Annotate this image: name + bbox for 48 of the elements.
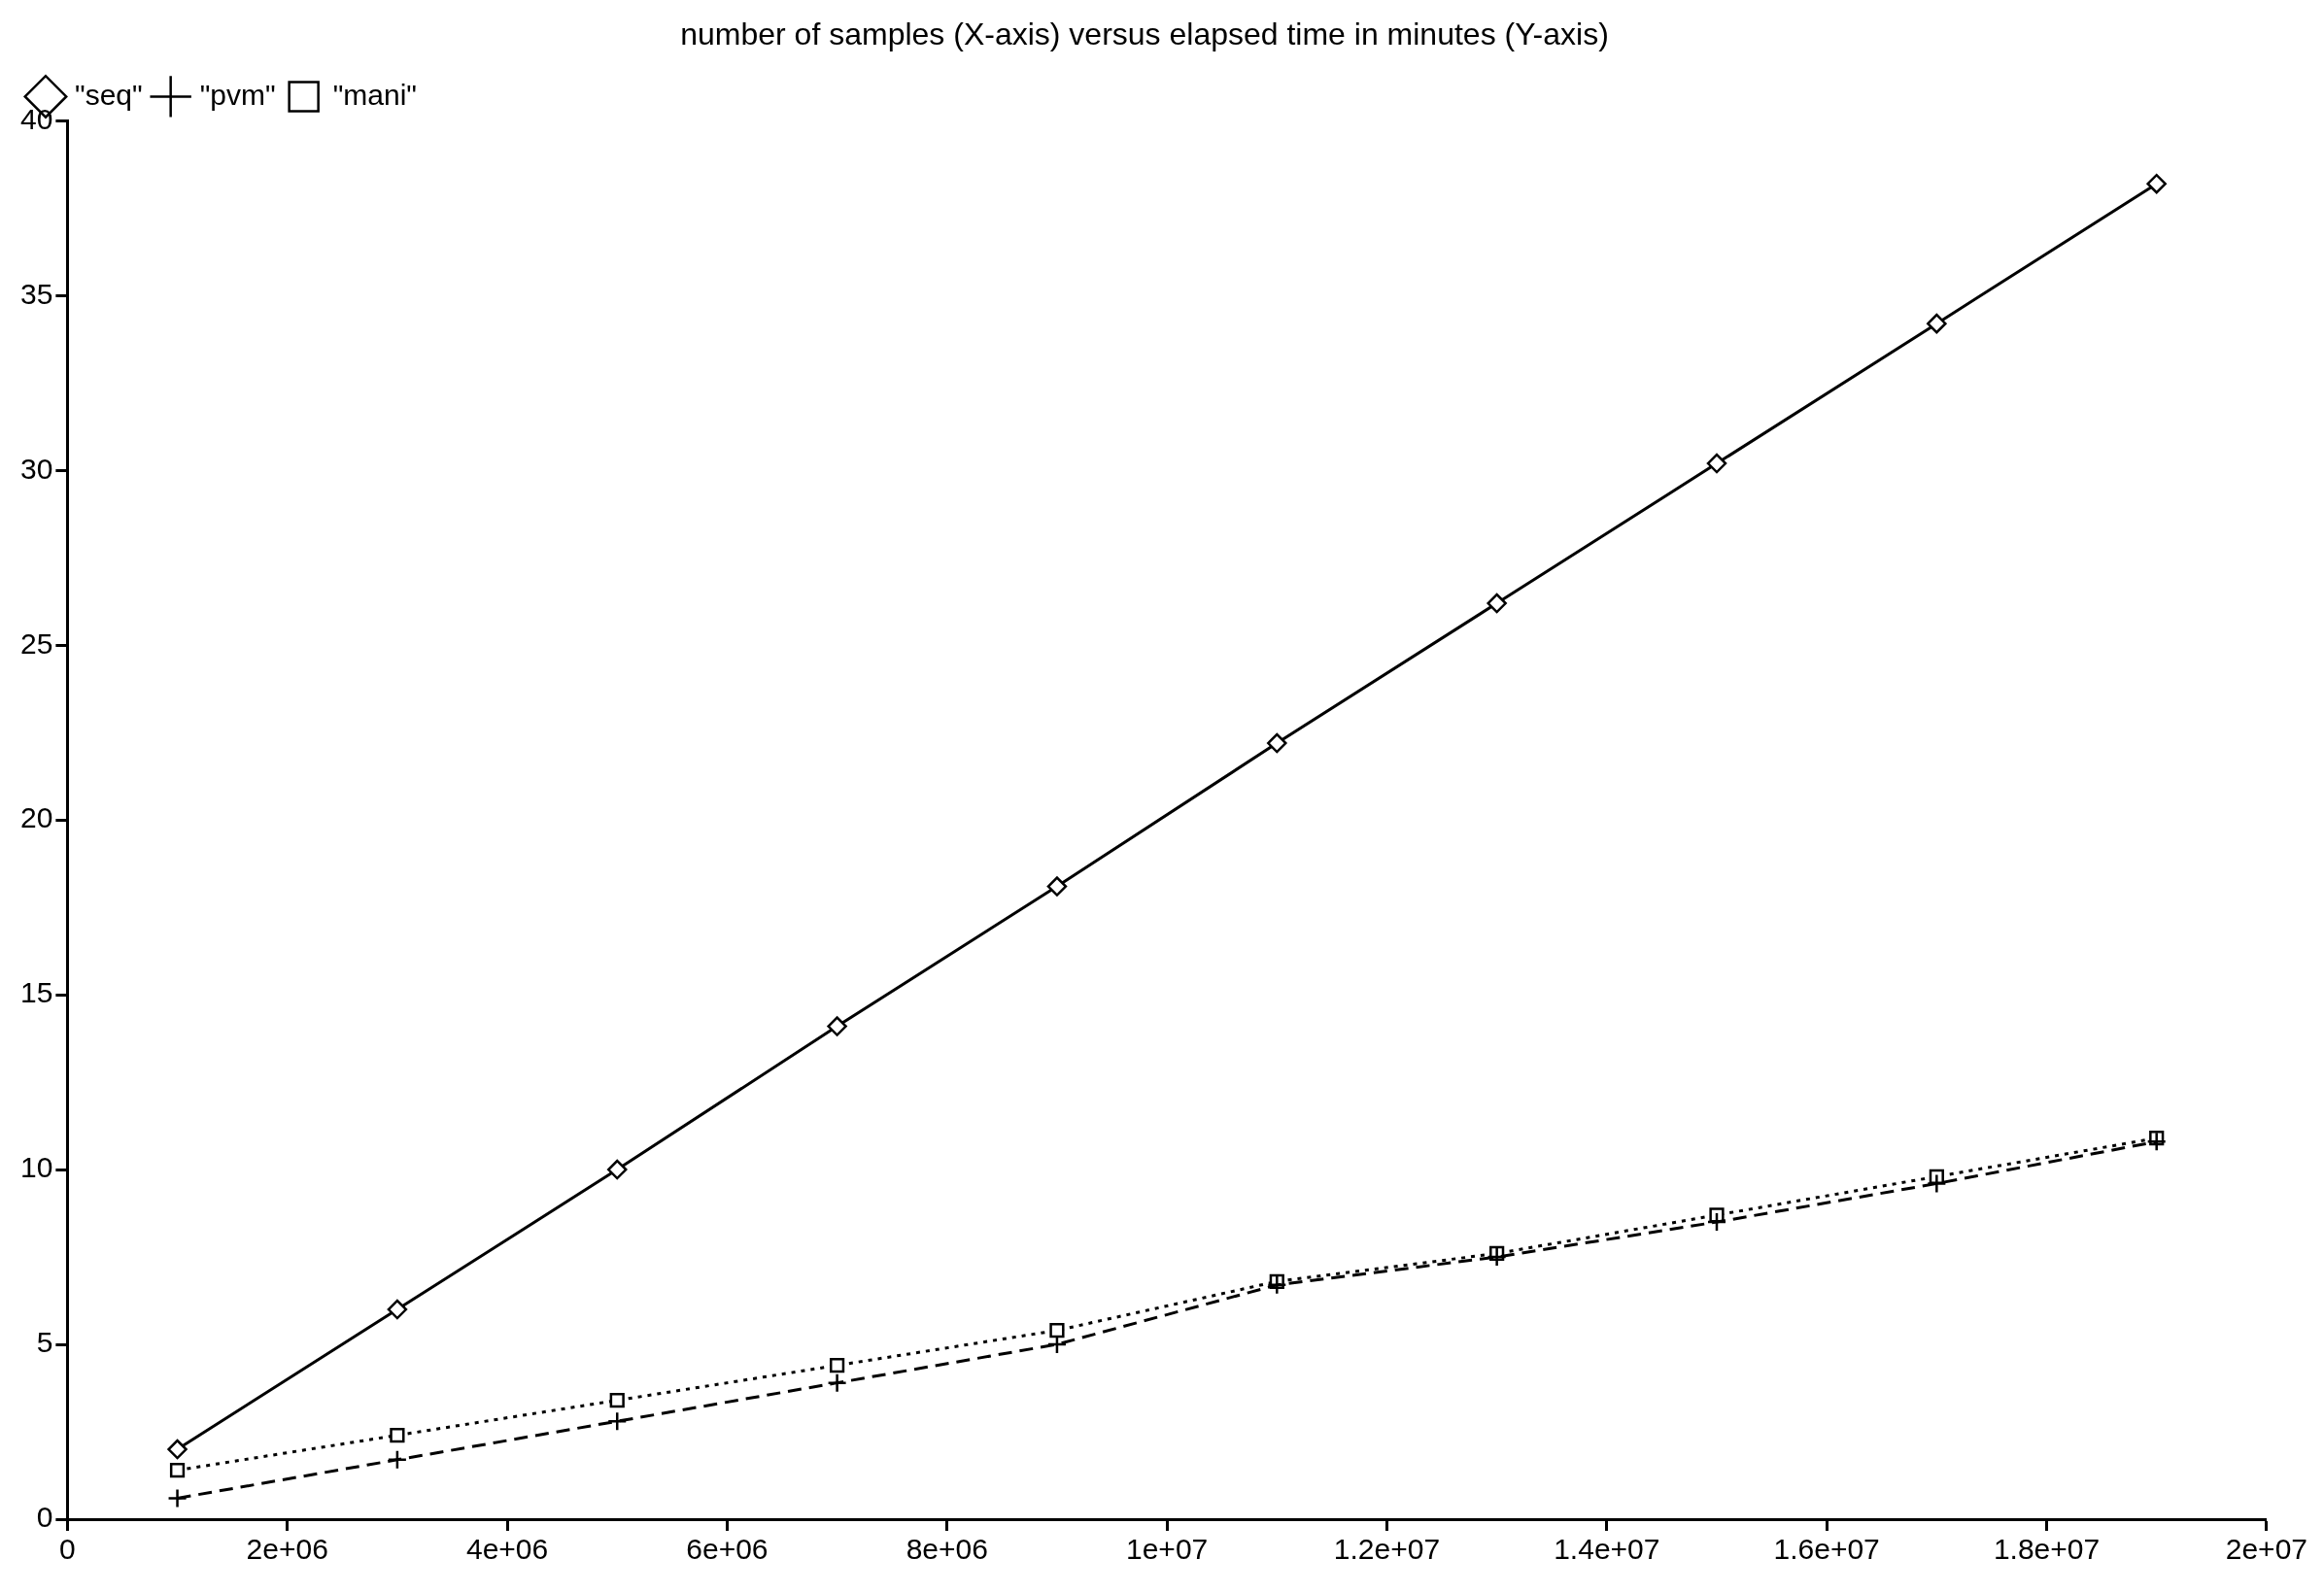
x-tick-label: 6e+06 [686, 1533, 769, 1566]
legend-label: "pvm" [199, 78, 276, 111]
x-tick-label: 0 [59, 1533, 76, 1566]
point [609, 1393, 625, 1408]
point [829, 1358, 845, 1373]
point [1267, 732, 1287, 754]
y-tick-label: 10 [19, 1151, 53, 1184]
point [1706, 1211, 1727, 1233]
point [827, 1016, 847, 1036]
point [827, 1373, 847, 1393]
point [1927, 1173, 1947, 1194]
y-tick-label: 15 [19, 976, 53, 1009]
point [1049, 1323, 1065, 1339]
point [1706, 453, 1727, 474]
point [2146, 1132, 2167, 1152]
y-tick-label: 30 [19, 452, 53, 485]
point [167, 1488, 188, 1508]
point [169, 1463, 186, 1478]
x-tick-label: 1.4e+07 [1554, 1533, 1660, 1566]
point [167, 1439, 188, 1460]
point [607, 1410, 628, 1432]
x-tick-label: 1.8e+07 [1993, 1533, 2101, 1566]
x-tick-label: 4e+06 [465, 1533, 549, 1566]
point [1487, 1246, 1507, 1268]
y-tick-label: 40 [19, 102, 53, 135]
chart-title: number of samples (X-axis) versus elapsed time in minutes (Y-axis) [680, 17, 1609, 52]
point [2146, 173, 2167, 194]
point [1267, 1274, 1287, 1296]
point [1046, 876, 1068, 897]
y-tick-label: 35 [19, 277, 53, 310]
point [390, 1428, 405, 1443]
y-tick-label: 0 [36, 1501, 53, 1534]
legend-label: "seq" [75, 78, 143, 111]
x-tick-label: 1e+07 [1125, 1533, 1209, 1566]
x-tick-label: 1.6e+07 [1773, 1533, 1880, 1566]
x-tick-label: 8e+06 [906, 1533, 988, 1566]
x-tick-label: 2e+06 [246, 1533, 328, 1566]
point [387, 1449, 408, 1471]
legend-label: "mani" [332, 78, 417, 111]
y-tick-label: 20 [19, 801, 53, 834]
point [387, 1299, 408, 1320]
x-tick-label: 2e+07 [2225, 1533, 2307, 1566]
point [1487, 593, 1507, 614]
point [1927, 313, 1947, 334]
point [607, 1159, 628, 1180]
x-tick-label: 1.2e+07 [1333, 1533, 1441, 1566]
y-tick-label: 25 [19, 627, 53, 660]
y-tick-label: 5 [36, 1326, 53, 1359]
